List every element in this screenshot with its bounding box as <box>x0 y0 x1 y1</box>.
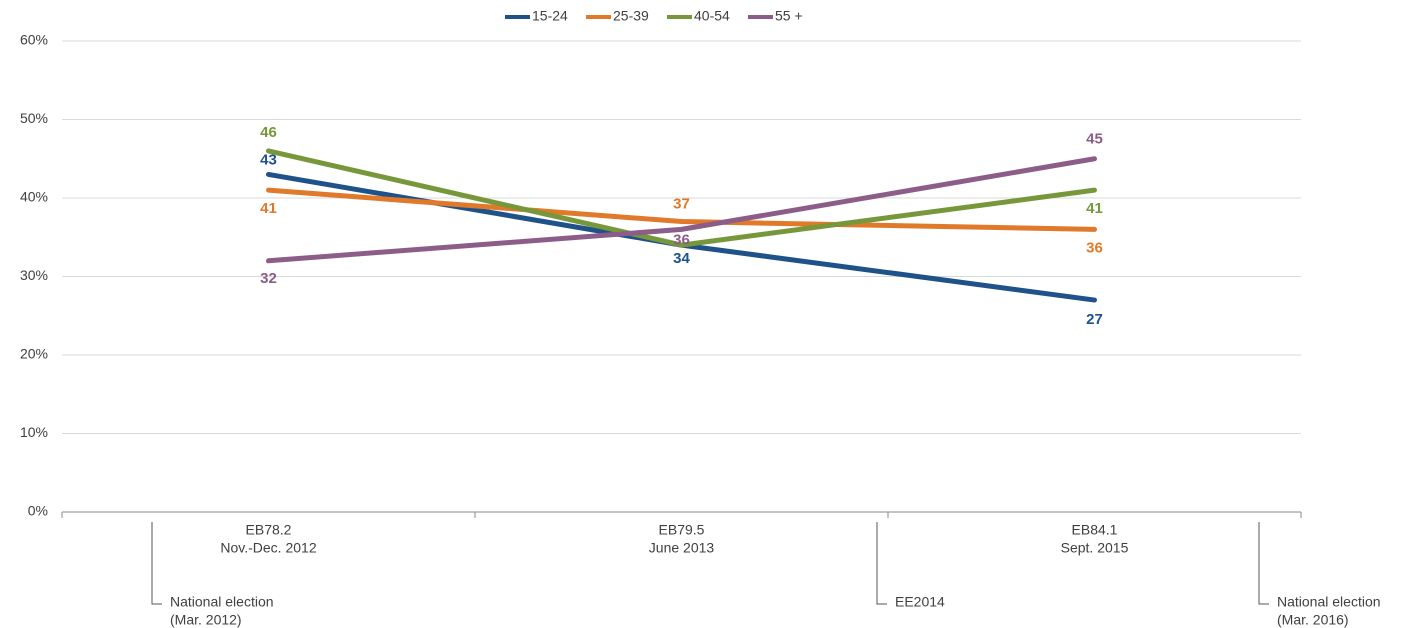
y-tick-label: 0% <box>28 503 48 519</box>
x-tick-label: EB78.2 <box>246 522 292 538</box>
data-label: 37 <box>673 196 690 213</box>
data-label: 41 <box>260 200 277 217</box>
annotation: National election <box>170 594 274 610</box>
legend-label: 55 + <box>775 8 803 24</box>
annotation-bracket <box>876 522 887 605</box>
data-label: 43 <box>260 151 277 168</box>
x-tick-label: June 2013 <box>649 540 715 556</box>
series-line <box>266 187 1097 232</box>
data-label: 36 <box>1086 239 1103 256</box>
annotation-bracket <box>1258 522 1269 605</box>
series-line <box>266 156 1097 264</box>
data-label: 45 <box>1086 131 1103 148</box>
annotation: (Mar. 2012) <box>170 612 242 628</box>
data-label: 32 <box>260 270 277 287</box>
data-label: 34 <box>673 250 690 267</box>
annotation: National election <box>1277 594 1381 610</box>
series-line <box>266 148 1097 248</box>
data-label: 41 <box>1086 200 1103 217</box>
data-label: 36 <box>673 231 690 248</box>
annotation: (Mar. 2016) <box>1277 612 1349 628</box>
y-tick-label: 40% <box>20 189 48 205</box>
legend-label: 15-24 <box>532 8 568 24</box>
data-label: 46 <box>260 124 277 141</box>
annotation-bracket <box>151 522 162 605</box>
x-tick-label: EB79.5 <box>659 522 705 538</box>
x-tick-label: Nov.-Dec. 2012 <box>220 540 316 556</box>
y-tick-label: 20% <box>20 346 48 362</box>
data-label: 27 <box>1086 311 1103 328</box>
annotation: EE2014 <box>895 594 945 610</box>
y-tick-label: 60% <box>20 32 48 48</box>
x-tick-label: Sept. 2015 <box>1061 540 1129 556</box>
legend-label: 25-39 <box>613 8 649 24</box>
y-tick-label: 50% <box>20 110 48 126</box>
y-tick-label: 30% <box>20 267 48 283</box>
x-tick-label: EB84.1 <box>1072 522 1118 538</box>
y-tick-label: 10% <box>20 424 48 440</box>
legend-label: 40-54 <box>694 8 730 24</box>
